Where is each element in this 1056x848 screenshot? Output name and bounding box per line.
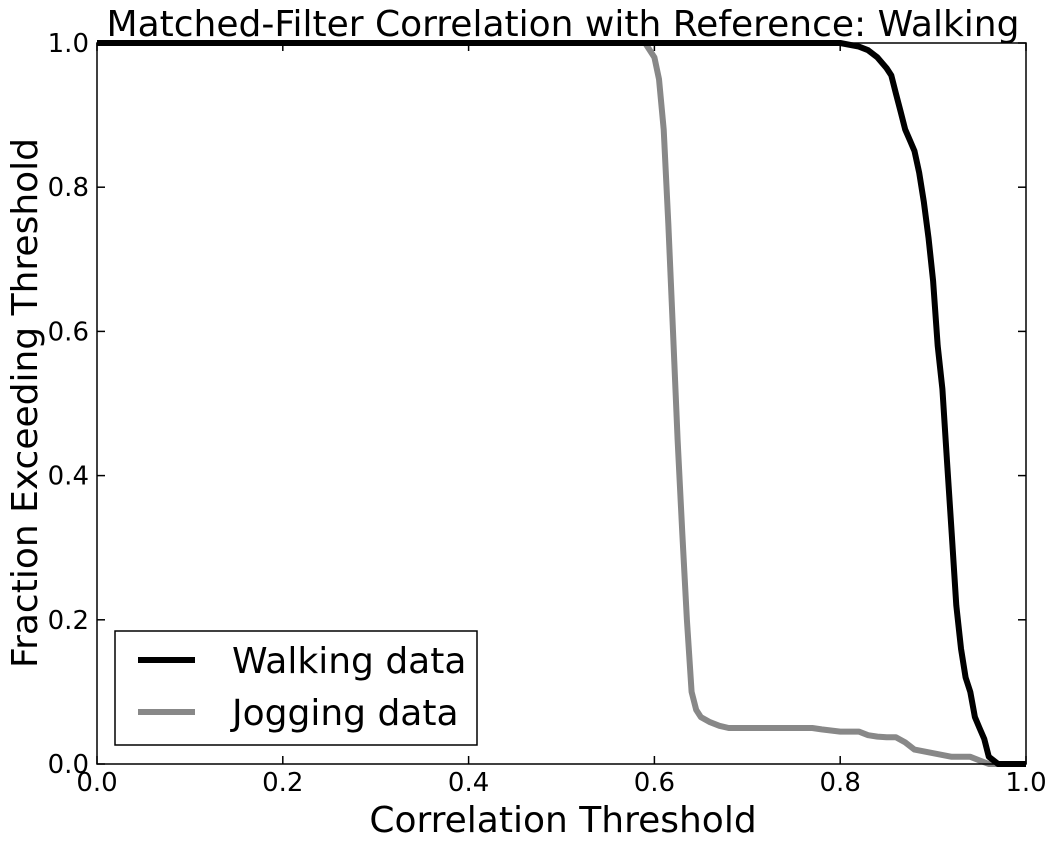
x-tick-label: 0.4 bbox=[448, 768, 489, 798]
legend-label-walking: Walking data bbox=[232, 641, 466, 682]
y-tick-label: 0.8 bbox=[48, 173, 89, 203]
x-tick-label: 1.0 bbox=[1005, 768, 1046, 798]
x-tick-label: 0.0 bbox=[76, 768, 117, 798]
y-tick-label: 1.0 bbox=[48, 29, 89, 59]
ticks-layer: 0.0 0.2 0.4 0.6 0.8 1.0 0.0 0.2 0.4 0.6 0.8 1.0 bbox=[48, 29, 1047, 798]
y-tick-label: 0.0 bbox=[48, 750, 89, 780]
legend-box bbox=[114, 630, 478, 746]
y-tick-label: 0.2 bbox=[48, 606, 89, 636]
series-line-jogging-data bbox=[97, 40, 1026, 767]
x-tick-label: 0.6 bbox=[634, 768, 675, 798]
y-tick-label: 0.6 bbox=[48, 317, 89, 347]
series-layer bbox=[97, 40, 1026, 767]
legend: Walking data Jogging data bbox=[114, 630, 478, 746]
legend-label-jogging: Jogging data bbox=[230, 693, 459, 734]
x-tick-label: 0.2 bbox=[262, 768, 303, 798]
plot-frame bbox=[96, 42, 1027, 765]
x-tick-label: 0.8 bbox=[820, 768, 861, 798]
chart-title: Matched-Filter Correlation with Referenc… bbox=[107, 4, 1020, 45]
series-line-walking-data bbox=[97, 40, 1026, 767]
y-tick-label: 0.4 bbox=[48, 462, 89, 492]
x-axis-label: Correlation Threshold bbox=[369, 800, 756, 841]
y-axis-label: Fraction Exceeding Threshold bbox=[5, 138, 46, 668]
